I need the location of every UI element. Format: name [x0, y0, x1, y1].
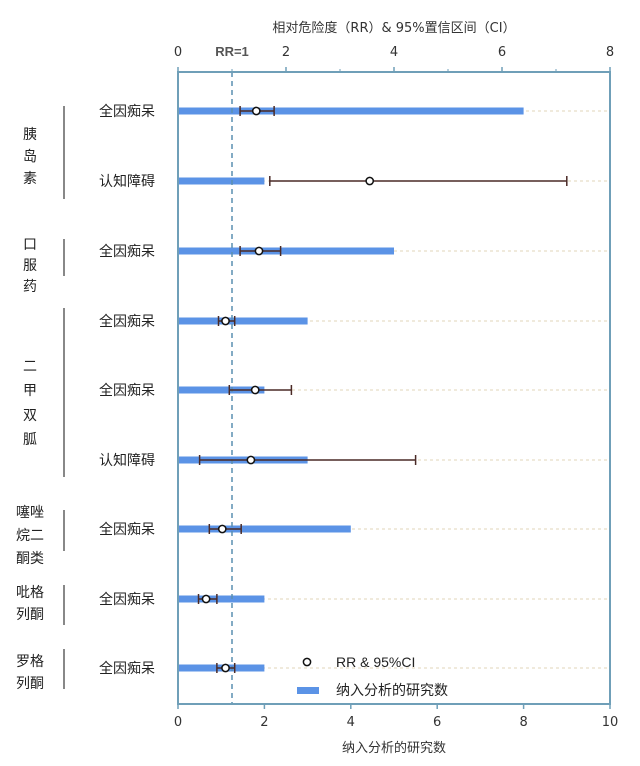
rr-point: [221, 316, 230, 326]
group-label-line: 酮类: [16, 551, 44, 567]
bottom-tick-label: 0: [174, 715, 182, 730]
rr-point: [221, 663, 230, 673]
study-count-bar: [178, 317, 308, 325]
legend-bar-marker: [297, 687, 319, 694]
rr-point: [217, 524, 227, 534]
top-tick-label: 2: [282, 45, 290, 60]
bottom-tick-label: 8: [519, 715, 527, 730]
group-label-line: 胰: [23, 127, 37, 143]
row-label: 全因痴呆: [99, 103, 155, 120]
row-label: 全因痴呆: [99, 382, 155, 399]
top-tick-label: 0: [174, 45, 182, 60]
study-count-bar: [178, 386, 265, 394]
row-label: 认知障碍: [99, 173, 155, 190]
group-label-line: 噻唑: [16, 504, 44, 521]
top-tick-label: 8: [606, 45, 614, 60]
study-count-bar: [178, 595, 265, 603]
row-label: 全因痴呆: [99, 591, 155, 608]
rr-point: [254, 246, 264, 256]
bottom-tick-label: 10: [602, 715, 619, 730]
top-tick-label: 4: [390, 45, 398, 60]
group-label-line: 胍: [23, 432, 37, 448]
legend: RR & 95%CI 纳入分析的研究数: [297, 654, 448, 698]
bottom-tick-label: 6: [433, 715, 441, 730]
group-label-line: 口: [23, 237, 37, 253]
row-label: 全因痴呆: [99, 313, 155, 330]
study-count-bar: [178, 525, 351, 533]
confidence-intervals: [197, 106, 568, 673]
legend-label-studies: 纳入分析的研究数: [336, 682, 448, 698]
study-count-bar: [178, 247, 394, 255]
bottom-tick-label: 2: [260, 715, 268, 730]
group-label-line: 二: [23, 359, 37, 375]
legend-label-rr: RR & 95%CI: [336, 654, 415, 670]
group-label-line: 药: [23, 279, 37, 295]
row-label: 认知障碍: [99, 452, 155, 469]
group-label-line: 甲: [23, 383, 37, 399]
bottom-tick-label: 4: [347, 715, 355, 730]
row-label: 全因痴呆: [99, 243, 155, 260]
top-axis-title: 相对危险度（RR）& 95%置信区间（CI）: [272, 20, 515, 36]
bottom-axis-title: 纳入分析的研究数: [342, 740, 446, 756]
row-label: 全因痴呆: [99, 660, 155, 677]
group-label-line: 素: [23, 171, 37, 187]
rr-point: [246, 455, 256, 465]
group-label-line: 列酮: [16, 607, 44, 623]
group-label-line: 服: [23, 258, 37, 274]
group-label-line: 烷二: [16, 528, 44, 544]
reference-line-label: RR=1: [215, 44, 249, 59]
study-count-bar: [178, 177, 265, 185]
rr-point: [251, 106, 261, 116]
legend-circle-marker: [302, 657, 312, 667]
top-axis: 0 2 4 6 8: [174, 45, 614, 72]
group-label-line: 罗格: [16, 654, 44, 670]
group-label-line: 双: [23, 408, 37, 424]
bottom-axis: 0 2 4 6 8 10: [174, 704, 618, 730]
rr-point: [365, 176, 375, 186]
group-label-line: 岛: [23, 149, 37, 165]
rr-point: [250, 385, 260, 395]
top-tick-label: 6: [498, 45, 506, 60]
group-label-line: 列酮: [16, 676, 44, 692]
group-label-line: 吡格: [16, 585, 44, 601]
row-label: 全因痴呆: [99, 521, 155, 538]
rr-point: [201, 594, 211, 604]
study-count-bar: [178, 107, 524, 115]
